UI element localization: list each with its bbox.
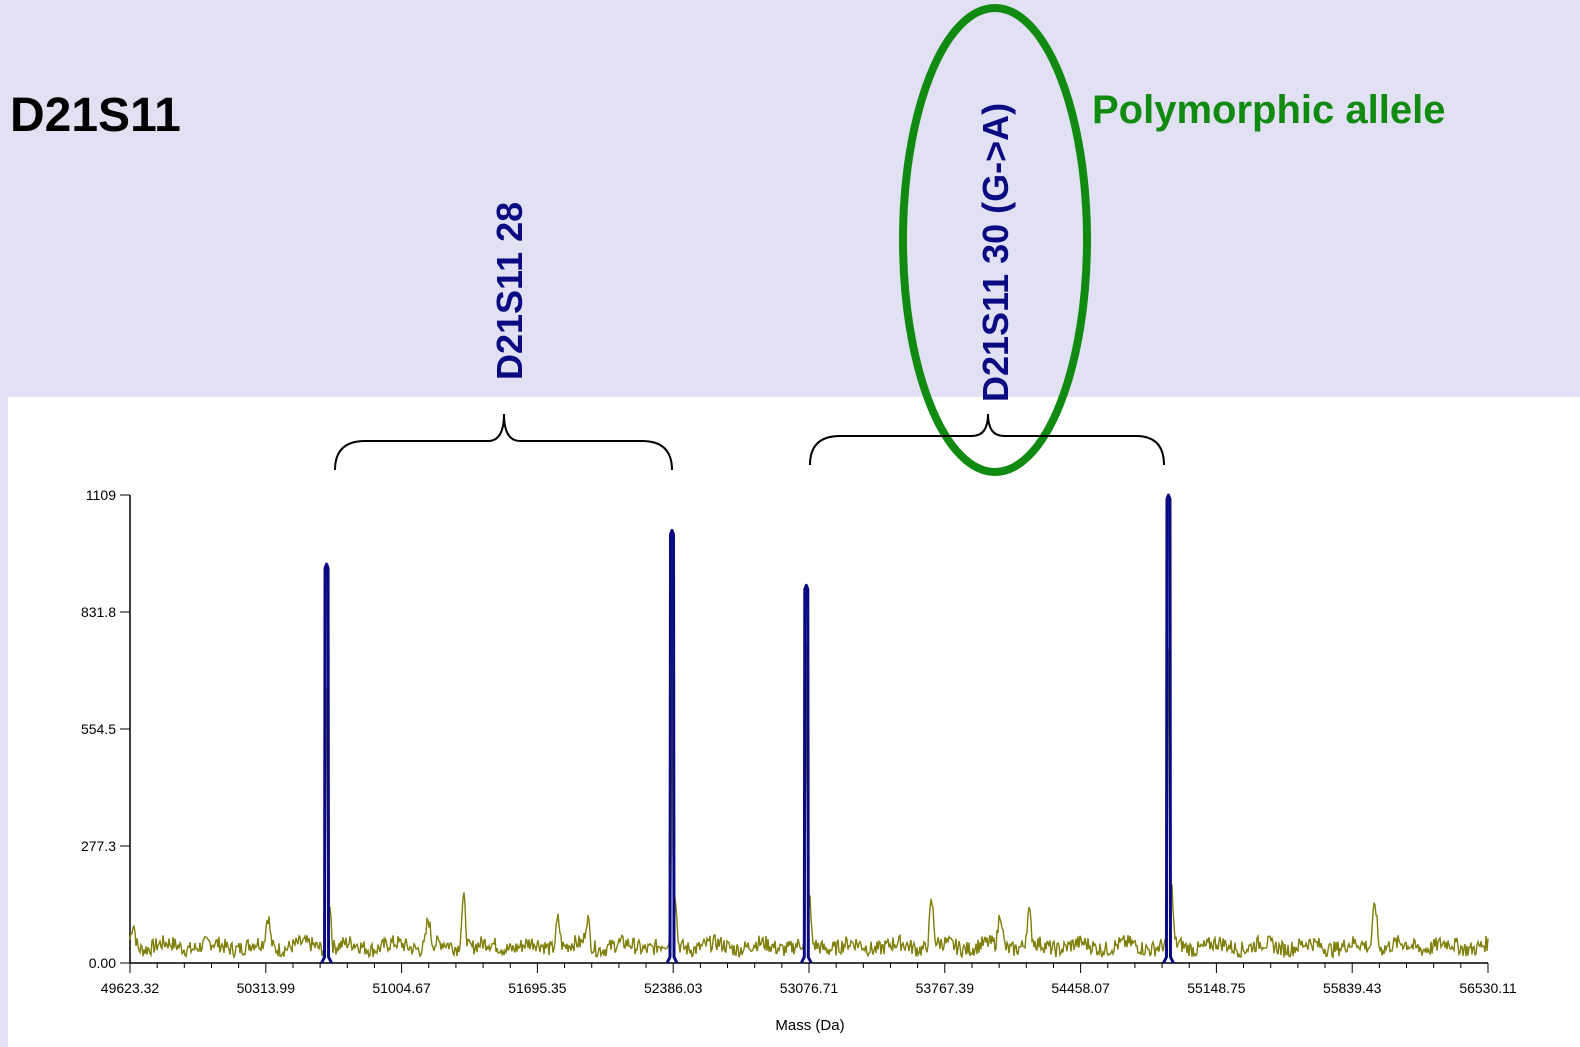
polymorphic-allele-label: Polymorphic allele bbox=[1092, 88, 1446, 132]
allele-peak-3 bbox=[799, 583, 813, 964]
y-tick-label: 831.8 bbox=[81, 604, 116, 620]
y-tick-label: 277.3 bbox=[81, 838, 116, 854]
allele-label-30: D21S11 30 (G->A) bbox=[975, 103, 1016, 402]
x-tick-label: 55839.43 bbox=[1323, 980, 1382, 996]
highlight-oval bbox=[899, 4, 1091, 476]
x-tick-label: 54458.07 bbox=[1051, 980, 1110, 996]
y-tick-label: 0.00 bbox=[89, 955, 116, 971]
brace-allele-30 bbox=[809, 413, 1165, 466]
x-axis-label: Mass (Da) bbox=[775, 1017, 844, 1034]
allele-label-28: D21S11 28 bbox=[489, 202, 530, 380]
x-tick-label: 53076.71 bbox=[780, 980, 839, 996]
x-tick-label: 52386.03 bbox=[644, 980, 703, 996]
x-tick-label: 51695.35 bbox=[508, 980, 567, 996]
brace-allele-28 bbox=[334, 413, 673, 471]
allele-peak-4 bbox=[1162, 493, 1175, 964]
x-tick-label: 53767.39 bbox=[916, 980, 975, 996]
y-tick-label: 1109 bbox=[86, 487, 116, 503]
x-tick-label: 56530.11 bbox=[1459, 980, 1517, 996]
page-title: D21S11 bbox=[10, 89, 181, 142]
y-tick-label: 554.5 bbox=[81, 721, 116, 737]
allele-peak-2 bbox=[665, 528, 679, 964]
x-tick-label: 51004.67 bbox=[372, 980, 431, 996]
x-tick-label: 49623.32 bbox=[101, 980, 160, 996]
x-tick-label: 55148.75 bbox=[1187, 980, 1246, 996]
x-tick-label: 50313.99 bbox=[237, 980, 296, 996]
plot-background bbox=[8, 397, 1580, 1047]
allele-peak-1 bbox=[320, 562, 333, 964]
